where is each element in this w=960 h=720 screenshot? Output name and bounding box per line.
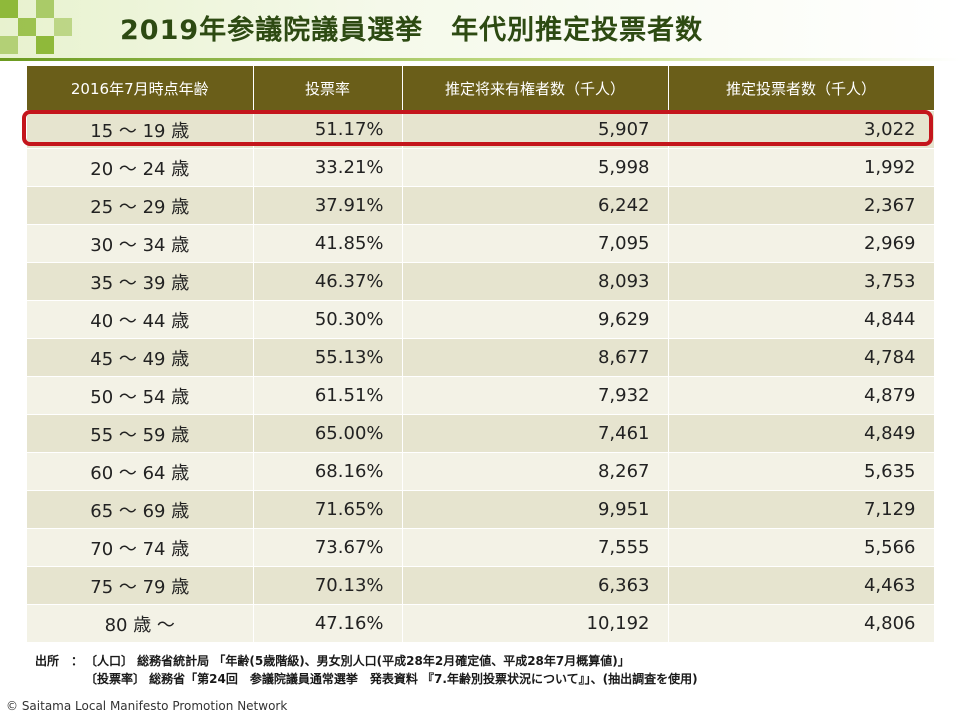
eligible-voters-cell: 8,267 <box>402 452 669 491</box>
column-header: 推定将来有権者数（千人） <box>402 66 669 111</box>
source-line-1: 〔人口〕 総務省統計局 「年齢(5歳階級)、男女別人口(平成28年2月確定値、平… <box>85 654 630 668</box>
estimated-votes-cell: 1,992 <box>668 148 935 187</box>
table-row: 30 ～ 34 歳 41.85% 7,095 2,969 <box>27 224 935 263</box>
title-divider <box>0 58 960 61</box>
estimated-votes-cell: 4,806 <box>668 604 935 642</box>
estimated-votes-cell: 4,849 <box>668 414 935 453</box>
rate-cell: 73.67% <box>253 528 403 567</box>
age-cell: 75 ～ 79 歳 <box>27 566 254 605</box>
table-row: 45 ～ 49 歳 55.13% 8,677 4,784 <box>27 338 935 377</box>
table-row: 50 ～ 54 歳 61.51% 7,932 4,879 <box>27 376 935 415</box>
eligible-voters-cell: 6,242 <box>402 186 669 225</box>
estimated-votes-cell: 5,566 <box>668 528 935 567</box>
rate-cell: 55.13% <box>253 338 403 377</box>
estimated-votes-cell: 4,463 <box>668 566 935 605</box>
rate-cell: 47.16% <box>253 604 403 642</box>
table-row: 60 ～ 64 歳 68.16% 8,267 5,635 <box>27 452 935 491</box>
table-row: 20 ～ 24 歳 33.21% 5,998 1,992 <box>27 148 935 187</box>
rate-cell: 41.85% <box>253 224 403 263</box>
title-bar: 2019年参議院議員選挙 年代別推定投票者数 <box>0 0 960 58</box>
column-header: 推定投票者数（千人） <box>668 66 935 111</box>
source-notes: 出所 ：〔人口〕 総務省統計局 「年齢(5歳階級)、男女別人口(平成28年2月確… <box>35 652 698 688</box>
estimated-votes-cell: 5,635 <box>668 452 935 491</box>
rate-cell: 61.51% <box>253 376 403 415</box>
table-row: 55 ～ 59 歳 65.00% 7,461 4,849 <box>27 414 935 453</box>
age-cell: 70 ～ 74 歳 <box>27 528 254 567</box>
eligible-voters-cell: 7,461 <box>402 414 669 453</box>
rate-cell: 71.65% <box>253 490 403 529</box>
table-row: 80 歳 ～ 47.16% 10,192 4,806 <box>27 604 935 642</box>
age-cell: 20 ～ 24 歳 <box>27 148 254 187</box>
rate-cell: 70.13% <box>253 566 403 605</box>
eligible-voters-cell: 10,192 <box>402 604 669 642</box>
age-cell: 65 ～ 69 歳 <box>27 490 254 529</box>
eligible-voters-cell: 7,932 <box>402 376 669 415</box>
eligible-voters-cell: 7,555 <box>402 528 669 567</box>
age-cell: 45 ～ 49 歳 <box>27 338 254 377</box>
data-table: 2016年7月時点年齢 投票率 推定将来有権者数（千人） 推定投票者数（千人） 15 … <box>27 66 935 642</box>
copyright: © Saitama Local Manifesto Promotion Netw… <box>6 699 288 713</box>
table-row: 40 ～ 44 歳 50.30% 9,629 4,844 <box>27 300 935 339</box>
eligible-voters-cell: 5,998 <box>402 148 669 187</box>
table-row: 65 ～ 69 歳 71.65% 9,951 7,129 <box>27 490 935 529</box>
age-cell: 50 ～ 54 歳 <box>27 376 254 415</box>
slide-title: 2019年参議院議員選挙 年代別推定投票者数 <box>120 15 704 46</box>
column-header: 2016年7月時点年齢 <box>27 66 254 111</box>
estimated-votes-cell: 4,784 <box>668 338 935 377</box>
highlight-box <box>22 110 933 146</box>
source-label: 出所 ： <box>35 654 84 668</box>
age-cell: 25 ～ 29 歳 <box>27 186 254 225</box>
eligible-voters-cell: 7,095 <box>402 224 669 263</box>
age-cell: 55 ～ 59 歳 <box>27 414 254 453</box>
eligible-voters-cell: 9,629 <box>402 300 669 339</box>
estimated-votes-cell: 3,753 <box>668 262 935 301</box>
estimated-votes-cell: 4,844 <box>668 300 935 339</box>
eligible-voters-cell: 8,093 <box>402 262 669 301</box>
table-row: 75 ～ 79 歳 70.13% 6,363 4,463 <box>27 566 935 605</box>
estimated-votes-cell: 2,969 <box>668 224 935 263</box>
age-cell: 40 ～ 44 歳 <box>27 300 254 339</box>
estimated-votes-cell: 2,367 <box>668 186 935 225</box>
rate-cell: 46.37% <box>253 262 403 301</box>
rate-cell: 37.91% <box>253 186 403 225</box>
source-line-2: 〔投票率〕 総務省「第24回 参議院議員通常選挙 発表資料 『7.年齢別投票状況… <box>85 672 698 686</box>
rate-cell: 65.00% <box>253 414 403 453</box>
table-body: 15 ～ 19 歳 51.17% 5,907 3,022 20 ～ 24 歳 33.21%… <box>27 110 935 642</box>
age-cell: 30 ～ 34 歳 <box>27 224 254 263</box>
table-row: 35 ～ 39 歳 46.37% 8,093 3,753 <box>27 262 935 301</box>
estimated-votes-cell: 7,129 <box>668 490 935 529</box>
rate-cell: 68.16% <box>253 452 403 491</box>
estimated-votes-cell: 4,879 <box>668 376 935 415</box>
table-header-row: 2016年7月時点年齢 投票率 推定将来有権者数（千人） 推定投票者数（千人） <box>27 66 935 111</box>
logo-squares <box>0 0 90 58</box>
age-cell: 60 ～ 64 歳 <box>27 452 254 491</box>
table-row: 70 ～ 74 歳 73.67% 7,555 5,566 <box>27 528 935 567</box>
age-cell: 35 ～ 39 歳 <box>27 262 254 301</box>
table-row: 25 ～ 29 歳 37.91% 6,242 2,367 <box>27 186 935 225</box>
eligible-voters-cell: 9,951 <box>402 490 669 529</box>
eligible-voters-cell: 6,363 <box>402 566 669 605</box>
eligible-voters-cell: 8,677 <box>402 338 669 377</box>
rate-cell: 33.21% <box>253 148 403 187</box>
age-cell: 80 歳 ～ <box>27 604 254 642</box>
rate-cell: 50.30% <box>253 300 403 339</box>
column-header: 投票率 <box>253 66 403 111</box>
